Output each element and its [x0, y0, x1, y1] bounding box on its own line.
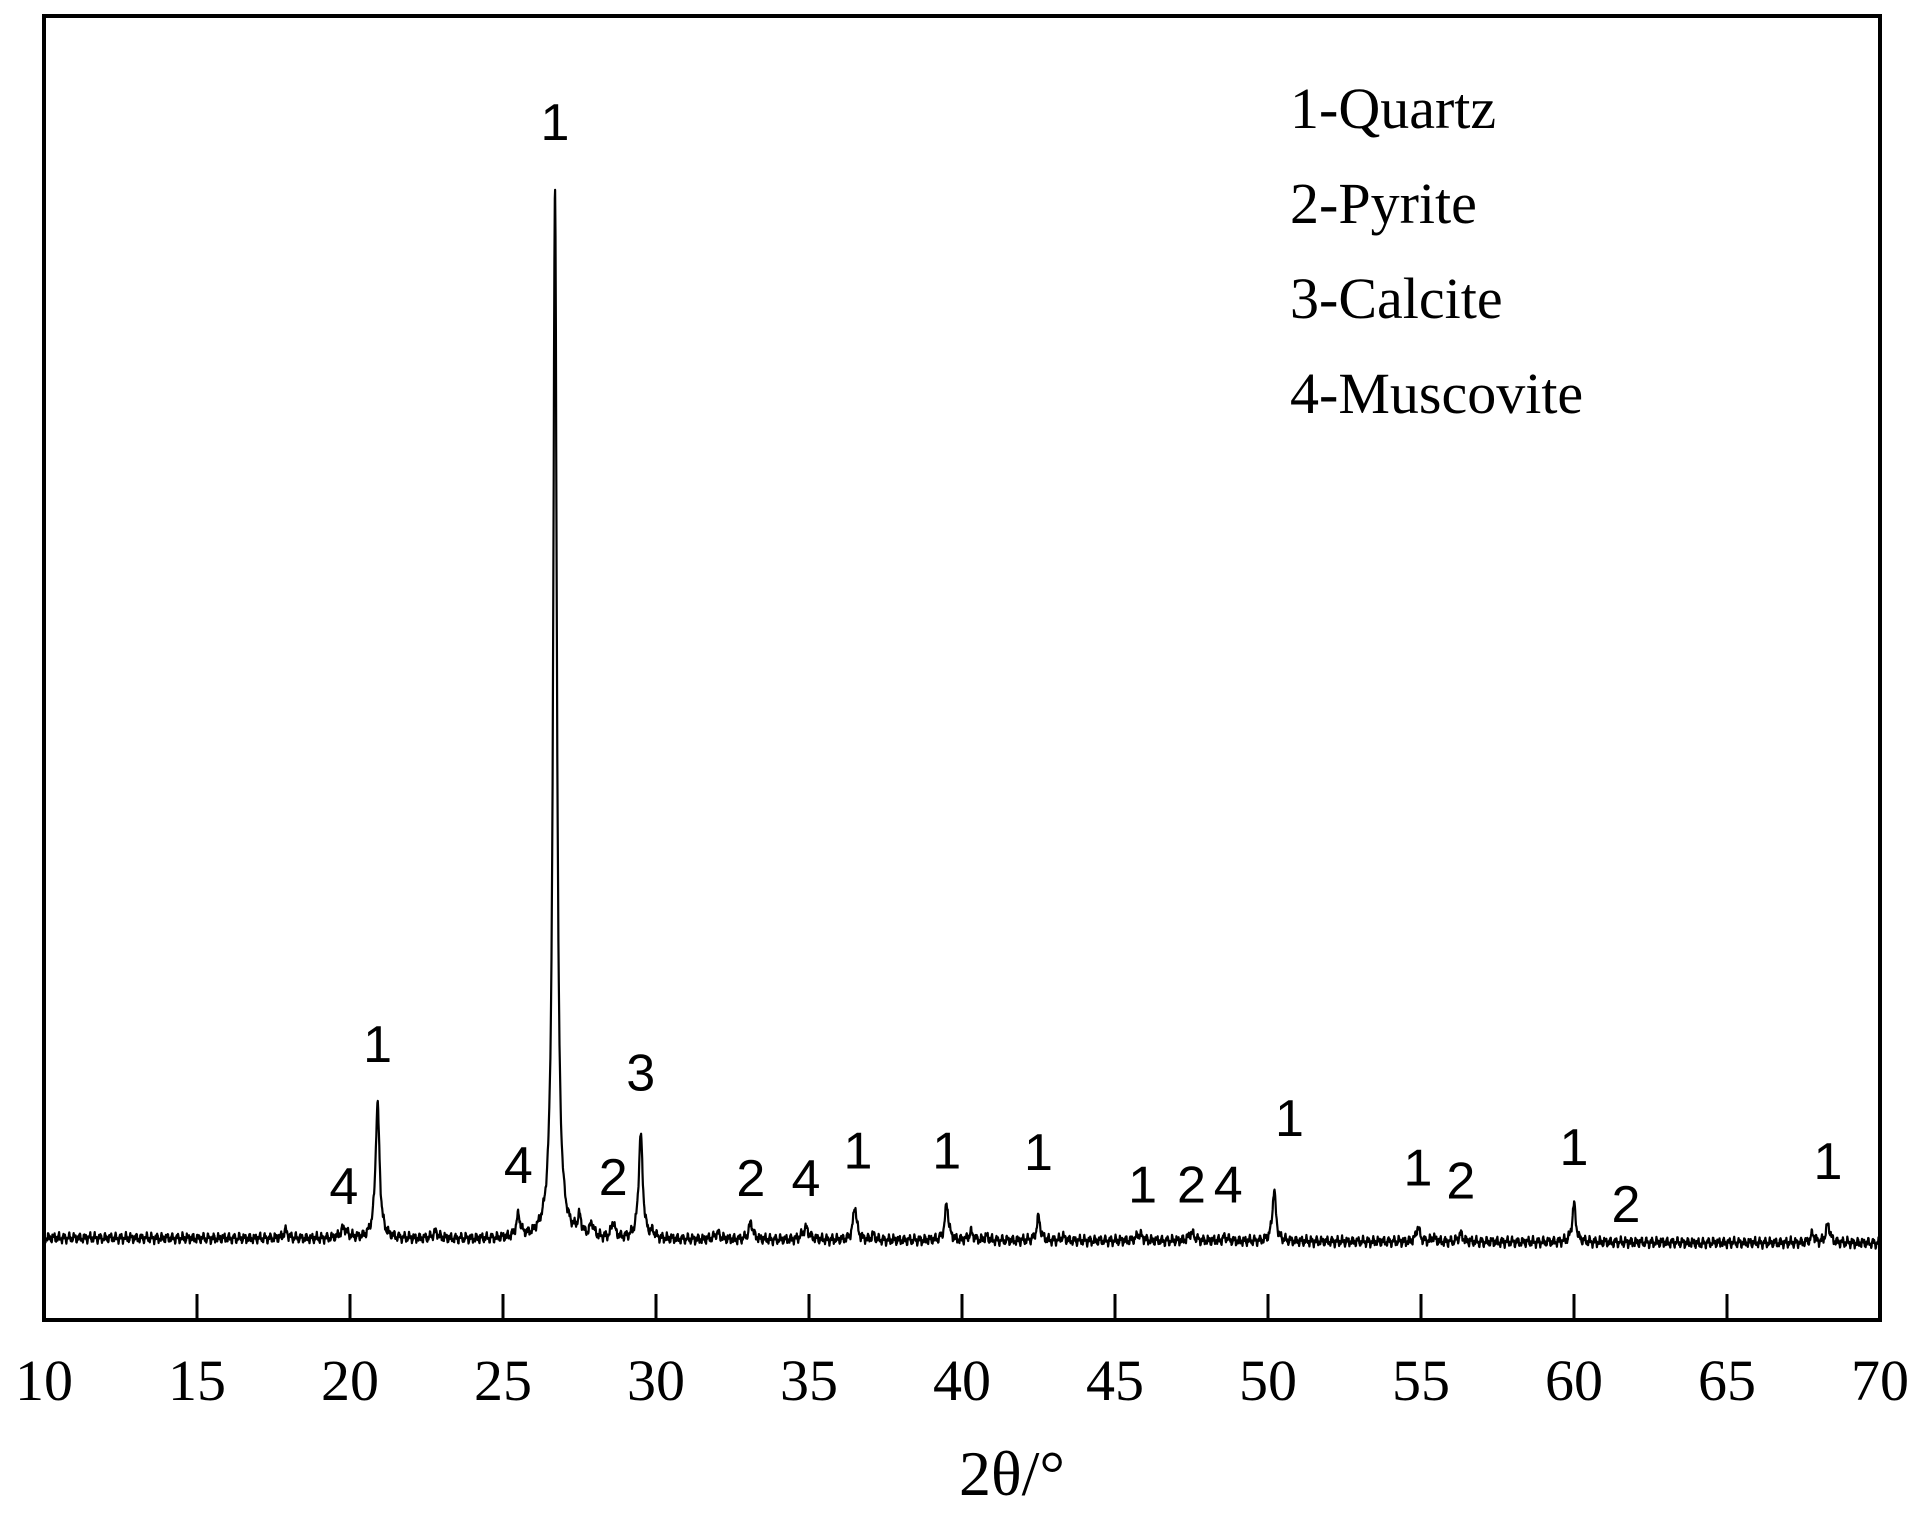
peak-label-6: 2	[736, 1150, 765, 1208]
plot-frame	[42, 14, 1882, 1322]
peak-label-13: 4	[1214, 1157, 1243, 1215]
peak-label-18: 2	[1612, 1176, 1641, 1234]
legend-entry-3: 4-Muscovite	[1290, 361, 1583, 426]
legend: 1-Quartz 2-Pyrite 3-Calcite 4-Muscovite	[1290, 76, 1583, 426]
peak-label-15: 1	[1403, 1140, 1432, 1198]
peak-label-14: 1	[1275, 1090, 1304, 1148]
peak-label-11: 1	[1128, 1157, 1157, 1215]
x-tick-label-8: 50	[1239, 1348, 1297, 1413]
x-tick-label-7: 45	[1086, 1348, 1144, 1413]
x-axis-ticks	[42, 1294, 1882, 1320]
legend-entry-2: 3-Calcite	[1290, 266, 1503, 331]
x-tick-label-2: 20	[321, 1348, 379, 1413]
x-tick-label-12: 70	[1851, 1348, 1909, 1413]
peak-label-17: 1	[1560, 1119, 1589, 1177]
x-tick-label-6: 40	[933, 1348, 991, 1413]
peak-label-3: 4	[504, 1137, 533, 1195]
peak-label-16: 2	[1446, 1153, 1475, 1211]
legend-entry-1: 2-Pyrite	[1290, 171, 1477, 236]
peak-label-1: 1	[363, 1016, 392, 1074]
x-tick-label-4: 30	[627, 1348, 685, 1413]
x-tick-label-3: 25	[474, 1348, 532, 1413]
x-tick-label-1: 15	[168, 1348, 226, 1413]
x-tick-label-9: 55	[1392, 1348, 1450, 1413]
peak-label-8: 1	[843, 1123, 872, 1181]
peak-label-4: 2	[599, 1149, 628, 1207]
peak-label-7: 4	[791, 1150, 820, 1208]
x-tick-label-5: 35	[780, 1348, 838, 1413]
peak-label-19: 1	[1814, 1133, 1843, 1191]
peak-label-9: 1	[932, 1123, 961, 1181]
peak-label-2: 4	[329, 1158, 358, 1216]
peak-label-10: 1	[1024, 1124, 1053, 1182]
peak-label-0: 1	[541, 94, 570, 152]
x-tick-label-0: 10	[15, 1348, 73, 1413]
x-tick-label-10: 60	[1545, 1348, 1603, 1413]
x-tick-label-11: 65	[1698, 1348, 1756, 1413]
peak-label-5: 3	[626, 1044, 655, 1102]
xrd-pattern-line	[43, 188, 1882, 1250]
x-axis-tick-labels: 10 15 20 25 30 35 40 45 50 55 60 65 70	[15, 1348, 1909, 1413]
legend-entry-0: 1-Quartz	[1290, 76, 1496, 141]
x-axis-label: 2θ/°	[959, 1438, 1065, 1509]
peak-label-12: 2	[1177, 1157, 1206, 1215]
